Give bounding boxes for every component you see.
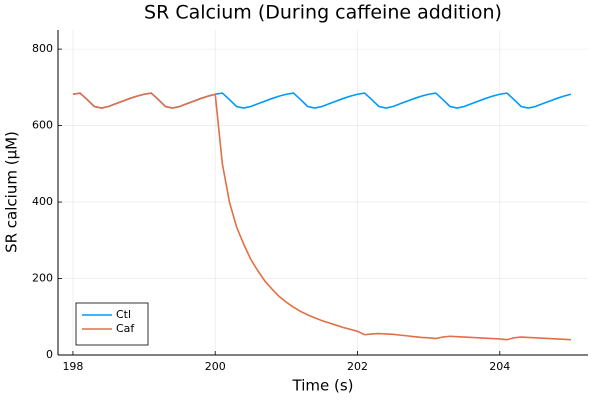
- y-tick-label: 0: [46, 348, 53, 361]
- x-tick-label: 202: [347, 360, 368, 373]
- y-tick-label: 600: [32, 119, 53, 132]
- y-tick-label: 400: [32, 195, 53, 208]
- line-series: [72, 92, 572, 109]
- y-tick-label: 800: [32, 42, 53, 55]
- y-tick-label: 200: [32, 272, 53, 285]
- y-axis-label: SR calcium (μM): [3, 131, 21, 253]
- x-tick-label: 198: [62, 360, 83, 373]
- legend-label: Ctl: [116, 308, 131, 321]
- chart-title: SR Calcium (During caffeine addition): [144, 2, 502, 24]
- legend-label: Caf: [116, 322, 135, 335]
- x-tick-label: 200: [205, 360, 226, 373]
- legend-box: [75, 302, 149, 346]
- x-tick-label: 204: [489, 360, 510, 373]
- x-axis-label: Time (s): [292, 377, 354, 395]
- line-series: [72, 92, 571, 341]
